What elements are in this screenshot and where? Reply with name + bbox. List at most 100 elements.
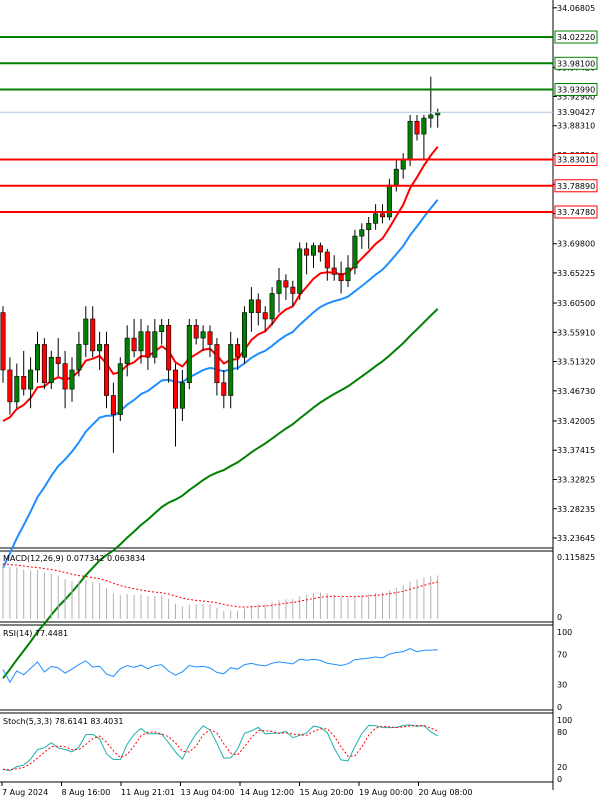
stoch-title: Stoch(5,3,3) 78.6141 83.4031	[3, 717, 123, 726]
candle-body	[407, 121, 413, 160]
stoch-tick-label: 20	[557, 763, 567, 772]
candle-body	[186, 325, 192, 384]
price-tick-label: 33.69800	[557, 240, 595, 249]
moving-averages	[2, 146, 439, 679]
candle-body	[428, 114, 434, 119]
candle-body	[242, 312, 248, 358]
time-tick-label: 8 Aug 16:00	[62, 788, 111, 797]
time-tick-label: 14 Aug 12:00	[240, 788, 294, 797]
time-tick-label: 11 Aug 21:01	[121, 788, 175, 797]
candle-body	[310, 245, 316, 256]
candle-body	[7, 369, 13, 403]
candle-body	[345, 267, 351, 282]
rsi-tick-label: 30	[557, 681, 567, 690]
resistance-level-label: 33.93990	[557, 86, 595, 95]
candle-body	[145, 331, 151, 358]
price-tick-label: 33.37415	[557, 446, 595, 455]
candle-body	[48, 356, 54, 384]
resistance-level-box	[554, 30, 598, 44]
candle-body	[97, 344, 103, 352]
candle-body	[366, 223, 372, 231]
candle-body	[90, 318, 96, 352]
candle-body	[83, 318, 89, 345]
macd-tick-zero: 0	[557, 613, 562, 622]
stoch-tick-label: 100	[557, 716, 572, 725]
candle-body	[373, 213, 379, 224]
rsi-title: RSI(14) 77.4481	[3, 629, 68, 638]
candle-body	[248, 299, 254, 313]
price-tick-label: 33.51320	[557, 358, 595, 367]
candle-body	[200, 331, 206, 339]
support-resistance-levels: 34.02220 33.98100 33.93990 33.83010 33.78890…	[0, 30, 598, 219]
candle-body	[0, 312, 6, 371]
price-axis-ticks: 34.0680533.9742033.9290033.8831033.83720…	[553, 4, 595, 543]
candle-body	[414, 121, 420, 135]
candle-body	[331, 267, 337, 275]
price-tick-label: 33.46730	[557, 387, 595, 396]
candle-body	[62, 363, 68, 390]
price-tick-label: 33.23645	[557, 534, 595, 543]
candle-body	[55, 356, 61, 364]
candle-body	[131, 337, 137, 352]
candle-body	[262, 312, 268, 320]
price-tick-label: 33.28235	[557, 505, 595, 514]
candle-body	[221, 382, 227, 396]
candle-body	[228, 344, 234, 396]
resistance-level-label: 34.02220	[557, 33, 595, 42]
candle-body	[214, 344, 220, 384]
stochastic-lines	[2, 724, 438, 772]
price-tick-label: 33.60500	[557, 299, 595, 308]
candle-body	[393, 168, 399, 186]
time-tick-label: 19 Aug 00:00	[359, 788, 413, 797]
candle-body	[104, 344, 110, 396]
candle-body	[352, 235, 358, 269]
time-tick-label: 13 Aug 04:00	[181, 788, 235, 797]
rsi-tick-label: 70	[557, 651, 567, 660]
candle-body	[269, 293, 275, 320]
rsi-tick-label: 0	[557, 703, 562, 712]
support-level-box	[554, 153, 598, 167]
price-tick-label: 33.88310	[557, 122, 595, 131]
candle-body	[421, 117, 427, 135]
candle-body	[193, 325, 199, 339]
candle-body	[179, 382, 185, 409]
price-tick-label: 34.06805	[557, 4, 595, 13]
candle-body	[76, 344, 82, 371]
candle-body	[124, 337, 130, 364]
candle-body	[338, 274, 344, 282]
stoch-axis-ticks: 100 80 20 0	[557, 716, 572, 784]
candle-body	[235, 344, 241, 358]
candle-body	[255, 299, 261, 313]
candle-body	[34, 344, 40, 371]
candle-body	[28, 369, 34, 390]
time-tick-label: 15 Aug 20:00	[300, 788, 354, 797]
candle-body	[400, 159, 406, 170]
rsi-tick-label: 100	[557, 628, 572, 637]
candle-body	[166, 325, 172, 371]
support-level-box	[554, 205, 598, 219]
resistance-level-box	[554, 83, 598, 97]
candle-body	[173, 369, 179, 409]
resistance-level-box	[554, 56, 598, 70]
candle-body	[297, 248, 303, 294]
rsi-axis-ticks: 100 70 30 0	[557, 628, 572, 712]
candle-body	[138, 331, 144, 352]
candlesticks	[0, 76, 441, 453]
time-tick-label: 20 Aug 08:00	[419, 788, 473, 797]
candle-body	[152, 331, 158, 358]
price-tick-label: 33.55910	[557, 328, 595, 337]
ma-mid-line	[2, 199, 439, 569]
rsi-line	[2, 647, 438, 684]
stoch-tick-label: 80	[557, 728, 567, 737]
price-tick-label: 33.65225	[557, 269, 595, 278]
support-level-label: 33.83010	[557, 156, 595, 165]
candle-body	[379, 213, 385, 218]
candle-body	[117, 363, 123, 415]
price-tick-label: 33.32825	[557, 475, 595, 484]
time-axis-ticks: 7 Aug 2024 8 Aug 16:00 11 Aug 21:01 13 Aug …	[1, 782, 473, 797]
time-tick-label: 7 Aug 2024	[2, 788, 48, 797]
price-tick-label: 33.42005	[557, 417, 595, 426]
current-price-marker: 33.90427	[0, 108, 595, 117]
candle-body	[110, 395, 116, 415]
